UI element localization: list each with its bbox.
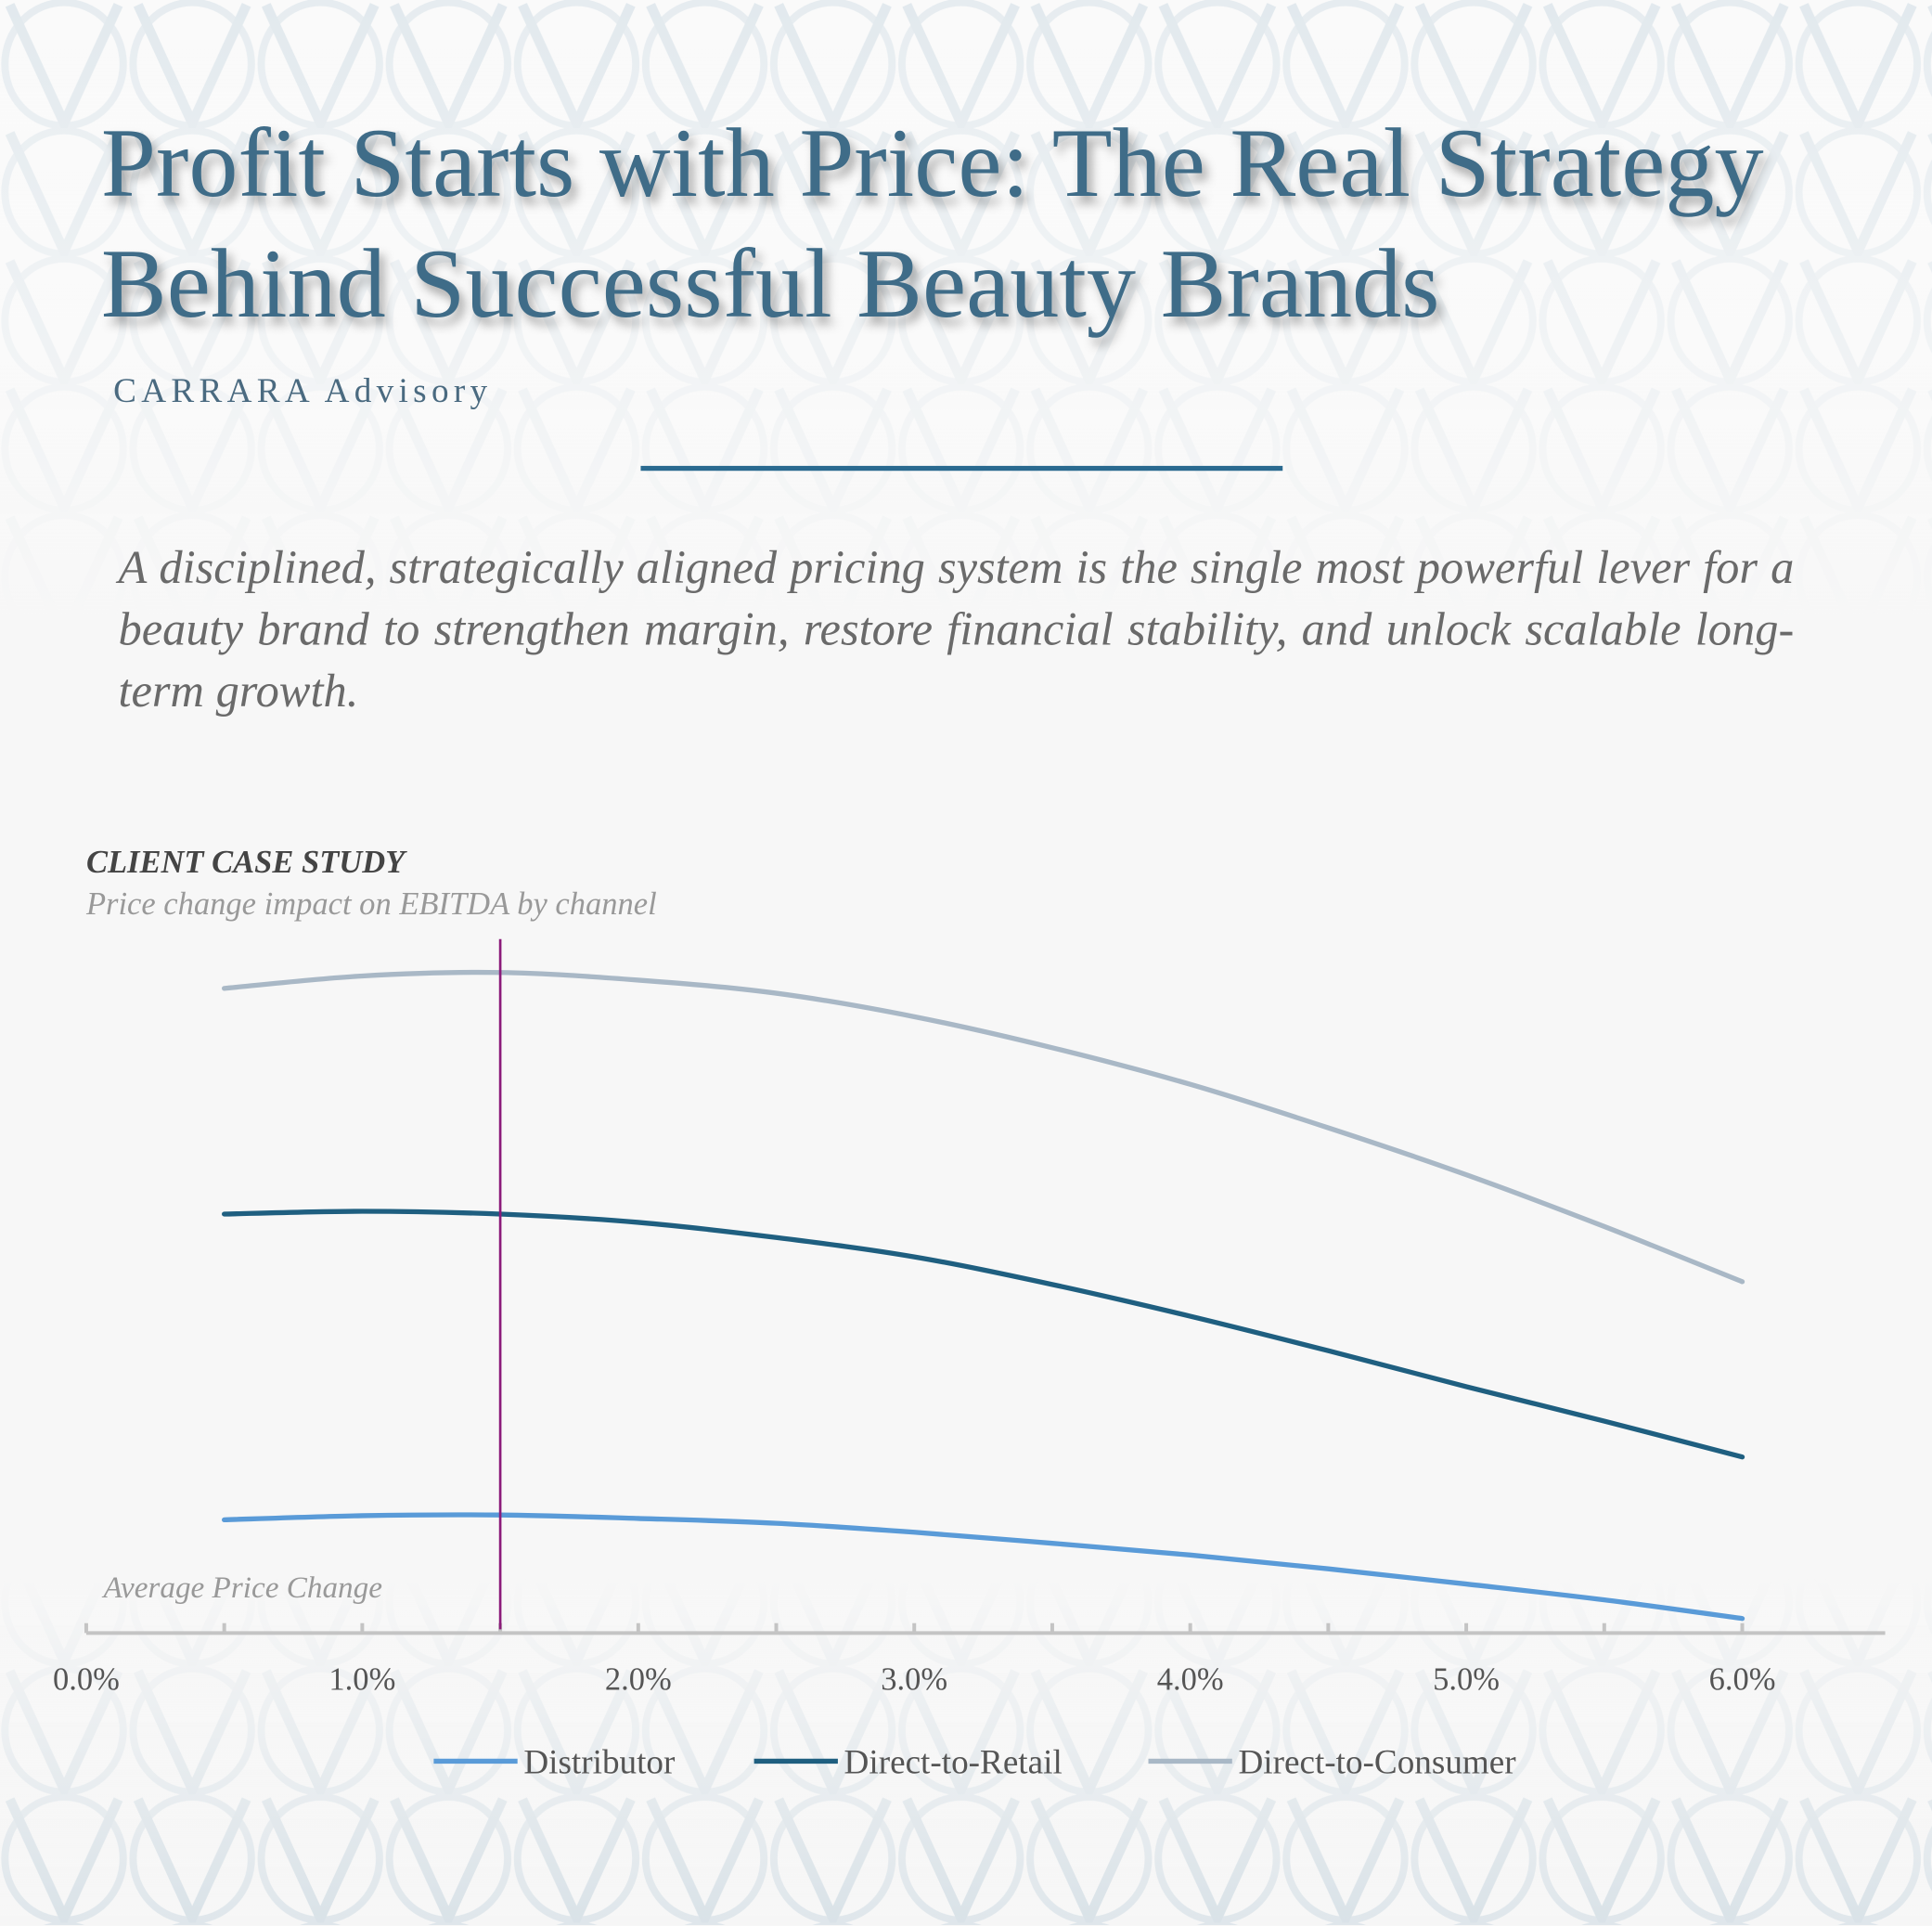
x-tick-label: 1.0% — [328, 1661, 395, 1697]
x-tick-label: 3.0% — [881, 1661, 947, 1697]
series-line — [222, 1512, 1745, 1622]
chart-title: CLIENT CASE STUDY — [86, 845, 407, 880]
x-axis-label: Average Price Change — [102, 1571, 382, 1605]
title-line: Profit Starts with Price: The Real Strat… — [100, 110, 1764, 219]
x-tick-label: 4.0% — [1157, 1661, 1224, 1697]
legend-label: Distributor — [523, 1744, 676, 1782]
x-tick-label: 6.0% — [1709, 1661, 1776, 1697]
chart-subtitle: Price change impact on EBITDA by channel — [85, 886, 657, 922]
brand: CARRARA Advisory — [113, 371, 493, 411]
divider — [640, 465, 1283, 472]
legend-label: Direct-to-Retail — [844, 1744, 1063, 1782]
series-line — [222, 969, 1745, 1285]
title-line: Behind Successful Beauty Brands — [100, 230, 1440, 340]
x-tick-label: 5.0% — [1433, 1661, 1500, 1697]
series-line — [222, 1209, 1745, 1460]
legend-label: Direct-to-Consumer — [1238, 1744, 1516, 1782]
intro-text: A disciplined, strategically aligned pri… — [118, 542, 1795, 717]
x-tick-label: 2.0% — [605, 1661, 672, 1697]
x-tick-label: 0.0% — [53, 1661, 120, 1697]
